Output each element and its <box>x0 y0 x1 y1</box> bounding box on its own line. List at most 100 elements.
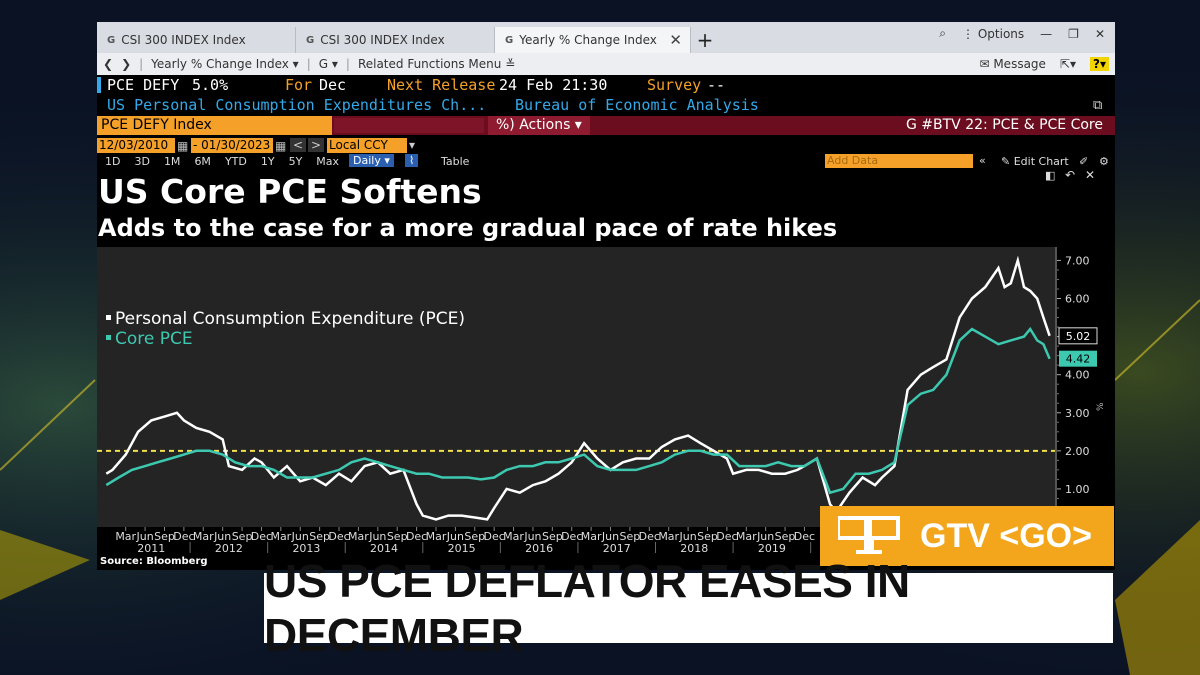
chart-subtitle: Adds to the case for a more gradual pace… <box>98 214 838 242</box>
x-tick-label: Dec <box>251 530 272 543</box>
new-tab-icon[interactable]: + <box>696 28 714 52</box>
x-year-label: 2012 <box>215 542 243 555</box>
restore-icon[interactable]: ❐ <box>1068 26 1079 41</box>
pce-chart: 1.002.003.004.005.006.007.00 MarJunSepDe… <box>97 247 1106 567</box>
start-date-field[interactable]: 12/03/2010 <box>97 138 175 153</box>
chart-title: US Core PCE Softens <box>98 172 482 211</box>
pce-last-value: 5.02 <box>1066 330 1091 343</box>
line-chart-icon[interactable]: ⌇ <box>405 154 419 167</box>
period-6m[interactable]: 6M <box>194 155 211 168</box>
range-back-icon[interactable]: < <box>290 138 307 152</box>
x-tick-label: Jun <box>678 530 696 543</box>
x-tick-label: Mar <box>736 530 757 543</box>
x-tick-label: Mar <box>348 530 369 543</box>
breadcrumb-function[interactable]: Yearly % Change Index ▾ <box>151 57 299 71</box>
command-input[interactable] <box>334 118 484 133</box>
chart-undo-icon[interactable]: ↶ <box>1065 168 1076 182</box>
close-tab-icon[interactable]: ✕ <box>669 31 682 49</box>
minimize-icon[interactable]: — <box>1040 26 1053 41</box>
core-legend-swatch <box>106 335 111 340</box>
x-tick-label: Jun <box>136 530 154 543</box>
period-max[interactable]: Max <box>316 155 340 168</box>
chart-tab-icon: G <box>505 34 514 46</box>
x-tick-label: Mar <box>581 530 602 543</box>
options-menu[interactable]: ⋮ Options <box>962 26 1025 41</box>
chart-tab-icon: G <box>107 34 116 46</box>
y-tick-label: 6.00 <box>1065 293 1090 306</box>
y-tick-label: 3.00 <box>1065 407 1090 420</box>
x-year-label: 2014 <box>370 542 398 555</box>
period-bar: 1D 3D 1M 6M YTD 1Y 5Y Max Daily ▾ ⌇ Tabl… <box>97 154 1115 170</box>
message-button[interactable]: ✉ Message <box>979 57 1046 71</box>
description: US Personal Consumption Expenditures Ch.… <box>107 96 487 114</box>
x-tick-label: Dec <box>484 530 505 543</box>
x-tick-label: Jun <box>368 530 386 543</box>
chart-name: G #BTV 22: PCE & PCE Core <box>906 117 1103 133</box>
close-window-icon[interactable]: ✕ <box>1094 26 1105 41</box>
x-tick-label: Mar <box>503 530 524 543</box>
plot-area <box>97 247 1057 527</box>
related-functions-menu[interactable]: Related Functions Menu ≚ <box>357 57 516 71</box>
period: Dec <box>319 76 347 94</box>
chart-close-icon[interactable]: ✕ <box>1085 168 1096 182</box>
gtv-badge: GTV <GO> <box>820 506 1114 566</box>
forward-icon[interactable]: ❯ <box>121 57 132 71</box>
x-tick-label: Dec <box>173 530 194 543</box>
actions-menu[interactable]: %) Actions ▾ <box>488 116 590 135</box>
index-label: PCE DEFY Index <box>101 117 212 133</box>
x-tick-label: Dec <box>561 530 582 543</box>
start-calendar-icon[interactable]: ▦ <box>177 139 189 153</box>
end-date: 01/30/2023 <box>201 138 271 152</box>
period-1m[interactable]: 1M <box>163 155 181 168</box>
chart-expand-icon[interactable]: ◧ <box>1045 169 1056 182</box>
frequency-dropdown[interactable]: Daily ▾ <box>349 154 394 167</box>
tab-yearly-change[interactable]: G Yearly % Change Index ✕ <box>495 27 691 53</box>
x-tick-label: Mar <box>426 530 447 543</box>
table-button[interactable]: Table <box>441 155 470 168</box>
survey-label: Survey <box>647 76 702 94</box>
x-year-label: 2017 <box>603 542 631 555</box>
x-tick-label: Dec <box>639 530 660 543</box>
edit-chart-label: Edit Chart <box>1013 155 1069 168</box>
x-tick-label: Mar <box>658 530 679 543</box>
date-range-bar: 12/03/2010 ▦ - 01/30/2023 ▦ < > Local CC… <box>97 138 1115 153</box>
tab-csi300-1[interactable]: G CSI 300 INDEX Index <box>97 27 296 53</box>
x-tick-label: Sep <box>387 530 408 543</box>
help-button[interactable]: ?▾ <box>1090 57 1109 71</box>
period-5y[interactable]: 5Y <box>288 155 303 168</box>
period-ytd[interactable]: YTD <box>224 155 247 168</box>
period-3d[interactable]: 3D <box>134 155 150 168</box>
end-calendar-icon[interactable]: ▦ <box>275 139 287 153</box>
annotate-icon[interactable]: ✐ <box>1079 155 1089 168</box>
x-tick-label: Sep <box>697 530 718 543</box>
x-tick-label: Mar <box>193 530 214 543</box>
x-tick-label: Sep <box>309 530 330 543</box>
share-icon[interactable]: ⇱▾ <box>1059 57 1076 71</box>
lower-third-banner: US PCE DEFLATOR EASES IN DECEMBER <box>264 555 1113 661</box>
back-icon[interactable]: ❮ <box>103 57 114 71</box>
index-field[interactable]: PCE DEFY Index <box>97 116 332 135</box>
add-data-field[interactable]: Add Data <box>825 154 973 168</box>
range-forward-icon[interactable]: > <box>308 138 325 152</box>
start-date: 12/03/2010 <box>99 138 169 152</box>
currency-dropdown-icon[interactable]: ▾ <box>409 138 416 152</box>
period-1y[interactable]: 1Y <box>260 155 275 168</box>
tab-csi300-2[interactable]: G CSI 300 INDEX Index <box>296 27 495 53</box>
collapse-icon[interactable]: « <box>979 154 986 167</box>
x-tick-label: Mar <box>270 530 291 543</box>
source-note: Source: Bloomberg <box>100 556 208 567</box>
popout-icon[interactable]: ⧉ <box>1093 98 1103 113</box>
x-tick-label: Dec <box>328 530 349 543</box>
currency-field[interactable]: Local CCY <box>327 138 407 153</box>
end-date-field[interactable]: - 01/30/2023 <box>191 138 273 153</box>
pce-last-value-box <box>1058 327 1098 345</box>
g-menu[interactable]: G ▾ <box>318 57 338 71</box>
search-icon[interactable]: ⌕ <box>939 26 947 40</box>
x-year-label: 2016 <box>525 542 553 555</box>
period-1d[interactable]: 1D <box>105 155 121 168</box>
x-tick-label: Sep <box>542 530 563 543</box>
settings-gear-icon[interactable]: ⚙ <box>1099 155 1109 168</box>
edit-chart-button[interactable]: ✎ Edit Chart <box>1001 155 1069 168</box>
pce-series-line <box>105 255 1051 521</box>
x-tick-label: Jun <box>291 530 309 543</box>
